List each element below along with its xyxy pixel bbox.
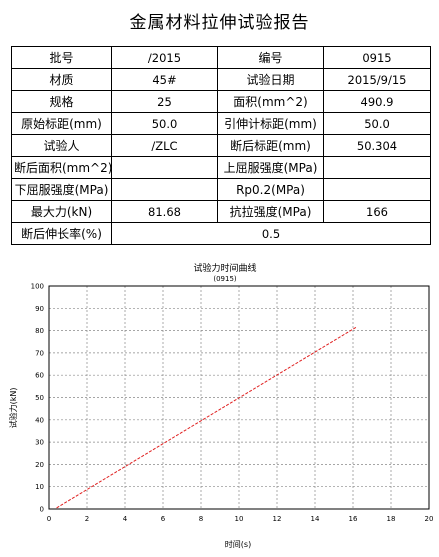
field-value [323, 178, 431, 201]
x-tick-label: 18 [387, 515, 396, 523]
table-row: 原始标距(mm) 50.0 引伸计标距(mm) 50.0 [11, 112, 431, 135]
force-time-line [56, 326, 358, 509]
chart-series [56, 326, 358, 509]
x-tick-labels: 0 2 4 6 8 10 12 14 16 18 20 [47, 515, 434, 523]
field-value: 45# [111, 68, 218, 91]
table-row: 规格 25 面积(mm^2) 490.9 [11, 90, 431, 113]
field-label: 材质 [11, 68, 112, 91]
field-label: 上屈服强度(MPa) [217, 156, 324, 179]
field-value: /2015 [111, 46, 218, 69]
y-tick-label: 50 [35, 394, 44, 402]
y-tick-label: 60 [35, 372, 44, 380]
chart-subtitle: (0915) [213, 275, 237, 283]
table-row: 下屈服强度(MPa) Rp0.2(MPa) [11, 178, 431, 201]
field-label: 试验人 [11, 134, 112, 157]
report-table: 批号/2015 编号 0915 材质 45# 试验日期 2015/9/15 规格 25 面积(mm… [11, 46, 431, 245]
y-tick-label: 70 [35, 349, 44, 357]
x-tick-label: 0 [47, 515, 51, 523]
field-label: Rp0.2(MPa) [217, 178, 324, 201]
y-tick-label: 30 [35, 439, 44, 447]
x-axis-label: 时间(s) [225, 539, 251, 549]
field-label: 抗拉强度(MPa) [217, 200, 324, 223]
table-row: 材质 45# 试验日期 2015/9/15 [11, 68, 431, 91]
field-label: 面积(mm^2) [217, 90, 324, 113]
y-tick-label: 90 [35, 305, 44, 313]
x-tick-label: 20 [425, 515, 434, 523]
field-value: 81.68 [111, 200, 218, 223]
field-value: 490.9 [323, 90, 431, 113]
table-row: 试验人/ZLC 断后标距(mm) 50.304 [11, 134, 431, 157]
field-value: /ZLC [111, 134, 218, 157]
x-tick-label: 16 [349, 515, 358, 523]
report-title: 金属材料拉伸试验报告 [129, 13, 310, 33]
field-label: 原始标距(mm) [11, 112, 112, 135]
field-label: 最大力(kN) [11, 200, 112, 223]
y-tick-label: 0 [40, 506, 44, 514]
field-label: 断后面积(mm^2) [11, 156, 112, 179]
table-row: 批号/2015 编号 0915 [11, 46, 431, 69]
field-label: 断后标距(mm) [217, 134, 324, 157]
y-tick-label: 100 [31, 283, 44, 291]
x-tick-label: 8 [199, 515, 203, 523]
y-tick-label: 40 [35, 416, 44, 424]
field-value: 0915 [323, 46, 431, 69]
field-label: 试验日期 [217, 68, 324, 91]
x-tick-label: 14 [311, 515, 320, 523]
plot-frame [48, 285, 430, 510]
chart-title: 试验力时间曲线 [193, 262, 256, 274]
field-value: 25 [111, 90, 218, 113]
table-row: 断后面积(mm^2) 上屈服强度(MPa) [11, 156, 431, 179]
field-value [111, 178, 218, 201]
x-tick-label: 10 [235, 515, 244, 523]
field-label: 断后伸长率(%) [11, 222, 112, 245]
y-tick-label: 10 [35, 483, 44, 491]
force-time-chart: 试验力时间曲线 (0915) 0 2 4 6 8 10 12 14 16 18 20 0 10 20 30… [8, 262, 434, 549]
field-label: 下屈服强度(MPa) [11, 178, 112, 201]
x-tick-label: 4 [123, 515, 128, 523]
field-value [323, 156, 431, 179]
y-tick-label: 80 [35, 327, 44, 335]
field-label: 编号 [217, 46, 324, 69]
field-label: 批号 [11, 46, 112, 69]
field-value [111, 156, 218, 179]
y-tick-label: 20 [35, 461, 44, 469]
x-tick-label: 6 [161, 515, 166, 523]
field-value: 50.304 [323, 134, 431, 157]
table-row: 断后伸长率(%) 0.5 [11, 222, 431, 245]
table-row: 最大力(kN) 81.68 抗拉强度(MPa) 166 [11, 200, 431, 223]
y-tick-labels: 0 10 20 30 40 50 60 70 80 90 100 [31, 283, 44, 514]
field-label: 引伸计标距(mm) [217, 112, 324, 135]
field-label: 规格 [11, 90, 112, 113]
field-value: 0.5 [111, 222, 431, 245]
field-value: 50.0 [323, 112, 431, 135]
field-value: 166 [323, 200, 431, 223]
y-axis-label: 试验力(kN) [8, 388, 18, 429]
x-tick-label: 12 [273, 515, 282, 523]
field-value: 2015/9/15 [323, 68, 431, 91]
x-tick-label: 2 [85, 515, 89, 523]
chart-grid [49, 286, 429, 509]
field-value: 50.0 [111, 112, 218, 135]
